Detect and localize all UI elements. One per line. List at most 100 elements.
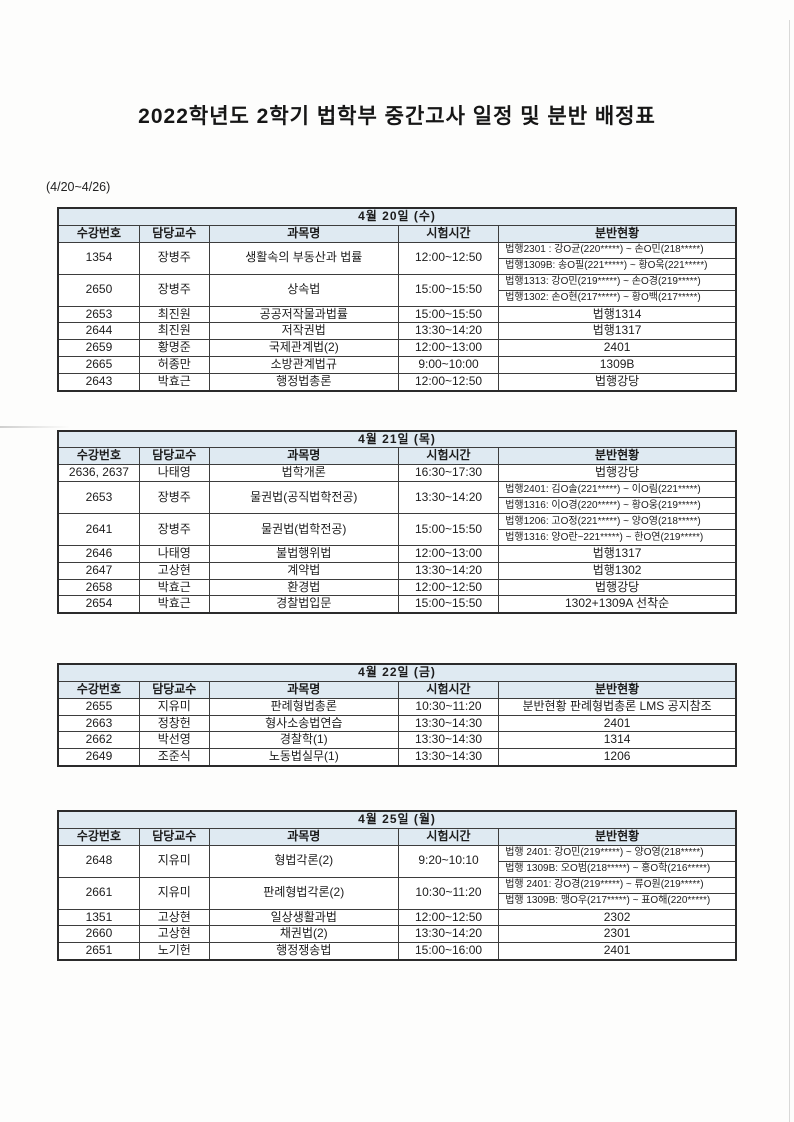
cell-course-no: 2658 xyxy=(57,578,140,597)
column-header: 수강번호 xyxy=(57,827,140,846)
cell-course-no: 2662 xyxy=(57,731,140,750)
cell-section-status: 법행1302: 손O현(217*****) ~ 황O백(217*****) xyxy=(498,289,737,307)
cell-subject: 환경법 xyxy=(208,578,399,597)
cell-time: 15:00~15:50 xyxy=(397,595,500,614)
cell-time: 13:30~14:30 xyxy=(397,731,500,750)
exam-schedule-table: 4월 21일 (목) 수강번호 담당교수 과목명 시험시간 분반현황 2636, 2637 나… xyxy=(57,429,737,615)
cell-section-status: 1206 xyxy=(498,748,737,767)
cell-professor: 노기헌 xyxy=(138,942,210,961)
cell-subject: 상속법 xyxy=(208,273,399,307)
cell-section-status: 법행 1309B: 오O범(218*****) ~ 홍O학(216*****) xyxy=(498,860,737,878)
cell-professor: 나태영 xyxy=(138,464,210,482)
cell-professor: 고상현 xyxy=(138,561,210,580)
cell-course-no: 2655 xyxy=(57,697,140,716)
column-header: 수강번호 xyxy=(57,447,140,466)
column-header: 분반현황 xyxy=(498,827,737,846)
cell-subject: 노동법실무(1) xyxy=(208,748,399,767)
cell-section-status: 법행1302 xyxy=(498,561,737,580)
cell-subject: 형법각론(2) xyxy=(208,844,399,878)
cell-section-status: 법행1313: 강O민(219*****) ~ 손O경(219*****) xyxy=(498,273,737,291)
cell-time: 13:30~14:20 xyxy=(397,322,500,341)
cell-section-status: 법행1309B: 송O필(221*****) ~ 황O욱(221*****) xyxy=(498,257,737,275)
cell-time: 12:00~13:00 xyxy=(397,544,500,563)
cell-subject: 행정쟁송법 xyxy=(208,942,399,961)
cell-course-no: 2641 xyxy=(57,512,140,546)
cell-subject: 공공저작물과법률 xyxy=(208,305,399,324)
cell-section-status: 법행1317 xyxy=(498,544,737,563)
cell-subject: 형사소송법연습 xyxy=(208,714,399,733)
cell-time: 13:30~14:20 xyxy=(397,561,500,580)
cell-professor: 나태영 xyxy=(138,544,210,563)
cell-course-no: 2644 xyxy=(57,322,140,341)
cell-section-status: 법행1314 xyxy=(498,305,737,324)
cell-time: 12:00~12:50 xyxy=(397,241,500,275)
cell-course-no: 2651 xyxy=(57,942,140,961)
cell-course-no: 2636, 2637 xyxy=(57,464,140,482)
cell-professor: 고상현 xyxy=(138,908,210,927)
cell-course-no: 2653 xyxy=(57,480,140,514)
column-header: 수강번호 xyxy=(57,224,140,243)
cell-time: 15:00~15:50 xyxy=(397,273,500,307)
exam-date-range: (4/20~4/26) xyxy=(46,180,111,194)
cell-course-no: 2654 xyxy=(57,595,140,614)
cell-subject: 행정법총론 xyxy=(208,372,399,392)
cell-time: 9:20~10:10 xyxy=(397,844,500,878)
exam-schedule-table: 4월 25일 (월) 수강번호 담당교수 과목명 시험시간 분반현황 2648 지유미 형법각론… xyxy=(57,809,737,961)
cell-subject: 채권법(2) xyxy=(208,925,399,944)
table-date-header: 4월 22일 (금) xyxy=(57,663,737,682)
cell-subject: 계약법 xyxy=(208,561,399,580)
cell-section-status: 법행1317 xyxy=(498,322,737,341)
cell-subject: 경찰법입문 xyxy=(208,595,399,614)
cell-subject: 물권법(법학전공) xyxy=(208,512,399,546)
page-title: 2022학년도 2학기 법학부 중간고사 일정 및 분반 배정표 xyxy=(138,105,656,128)
cell-course-no: 2647 xyxy=(57,561,140,580)
cell-course-no: 1351 xyxy=(57,908,140,927)
column-header: 수강번호 xyxy=(57,680,140,699)
cell-time: 10:30~11:20 xyxy=(397,876,500,910)
cell-time: 15:00~15:50 xyxy=(397,305,500,324)
cell-section-status: 2302 xyxy=(498,908,737,927)
cell-time: 12:00~12:50 xyxy=(397,578,500,597)
scan-artifact-right-edge xyxy=(789,20,790,1122)
cell-professor: 황명준 xyxy=(138,339,210,357)
cell-section-status: 2401 xyxy=(498,339,737,357)
cell-time: 16:30~17:30 xyxy=(397,464,500,482)
column-header: 담당교수 xyxy=(138,224,210,243)
cell-time: 13:30~14:20 xyxy=(397,480,500,514)
column-header: 과목명 xyxy=(208,224,399,243)
cell-section-status: 2301 xyxy=(498,925,737,944)
cell-course-no: 2660 xyxy=(57,925,140,944)
cell-subject: 판례형법총론 xyxy=(208,697,399,716)
column-header: 시험시간 xyxy=(397,447,500,466)
cell-time: 12:00~12:50 xyxy=(397,372,500,392)
cell-time: 13:30~14:20 xyxy=(397,925,500,944)
cell-time: 9:00~10:00 xyxy=(397,355,500,374)
cell-section-status: 1314 xyxy=(498,731,737,750)
cell-professor: 박선영 xyxy=(138,731,210,750)
table-date-header: 4월 21일 (목) xyxy=(57,430,737,449)
cell-subject: 불법행위법 xyxy=(208,544,399,563)
column-header: 과목명 xyxy=(208,447,399,466)
cell-section-status: 1302+1309A 선착순 xyxy=(498,595,737,614)
cell-professor: 장병주 xyxy=(138,273,210,307)
column-header: 시험시간 xyxy=(397,827,500,846)
column-header: 담당교수 xyxy=(138,680,210,699)
cell-professor: 조준식 xyxy=(138,748,210,767)
cell-course-no: 2648 xyxy=(57,844,140,878)
cell-course-no: 2653 xyxy=(57,305,140,324)
cell-section-status: 법행 2401: 강O민(219*****) ~ 양O영(218*****) xyxy=(498,844,737,862)
cell-professor: 허종만 xyxy=(138,355,210,374)
cell-professor: 정창헌 xyxy=(138,714,210,733)
cell-time: 15:00~15:50 xyxy=(397,512,500,546)
cell-course-no: 2661 xyxy=(57,876,140,910)
cell-course-no: 2649 xyxy=(57,748,140,767)
cell-professor: 장병주 xyxy=(138,241,210,275)
cell-section-status: 법행1316: 양O란~221*****) ~ 한O연(219*****) xyxy=(498,528,737,546)
cell-section-status: 2401 xyxy=(498,714,737,733)
exam-schedule-table: 4월 20일 (수) 수강번호 담당교수 과목명 시험시간 분반현황 1354 장병주 생활속의… xyxy=(57,207,737,392)
cell-section-status: 법행 2401: 강O경(219*****) ~ 류O원(219*****) xyxy=(498,876,737,894)
exam-schedule-tables: 4월 20일 (수) 수강번호 담당교수 과목명 시험시간 분반현황 1354 장병주 생활속의… xyxy=(57,207,737,961)
cell-section-status: 법행1316: 이O경(220*****) ~ 황O웅(219*****) xyxy=(498,496,737,514)
cell-subject: 생활속의 부동산과 법률 xyxy=(208,241,399,275)
cell-subject: 저작권법 xyxy=(208,322,399,341)
